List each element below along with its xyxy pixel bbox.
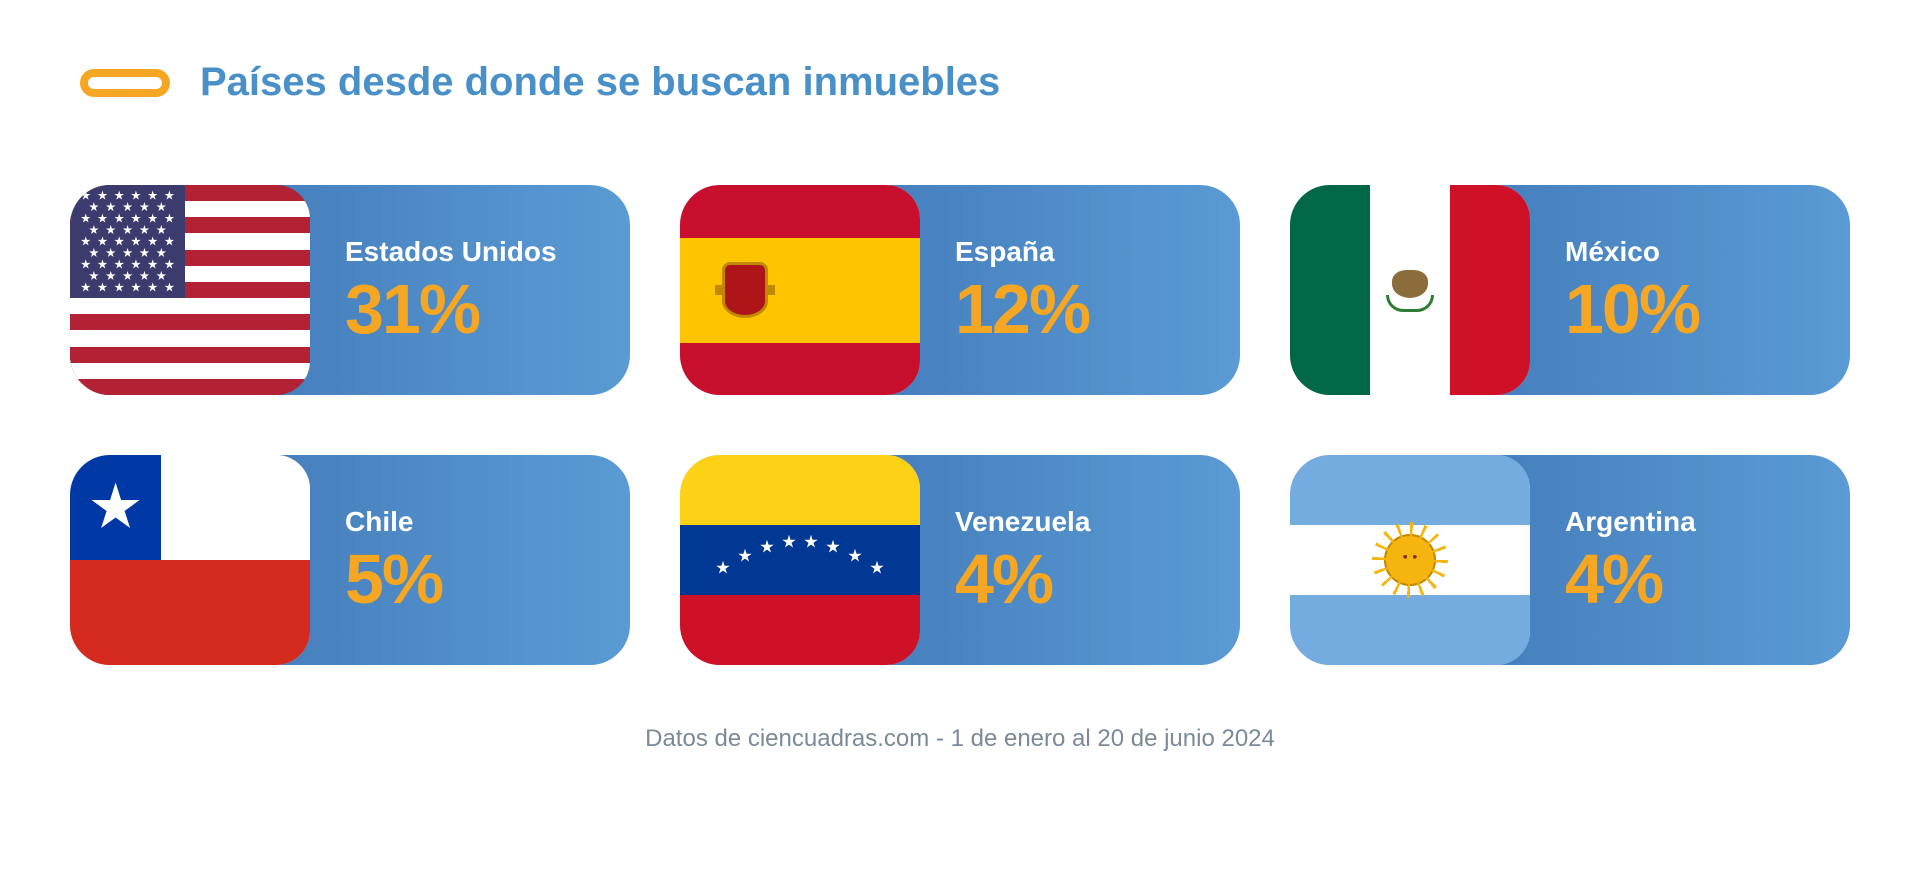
country-card-spain: España 12% [680,185,1240,395]
country-info: México 10% [1530,185,1850,395]
country-name: España [955,236,1240,268]
country-grid: Estados Unidos 31% España 12% México 10% [70,185,1850,665]
country-percent: 4% [1565,544,1850,614]
country-percent: 5% [345,544,630,614]
country-info: Venezuela 4% [920,455,1240,665]
pill-icon [80,69,170,97]
country-card-usa: Estados Unidos 31% [70,185,630,395]
country-name: Estados Unidos [345,236,630,268]
country-info: Chile 5% [310,455,630,665]
country-card-mexico: México 10% [1290,185,1850,395]
header: Países desde donde se buscan inmuebles [80,60,1850,105]
footnote: Datos de ciencuadras.com - 1 de enero al… [70,725,1850,753]
country-card-venezuela: Venezuela 4% [680,455,1240,665]
flag-argentina [1290,455,1530,665]
flag-mexico [1290,185,1530,395]
flag-chile [70,455,310,665]
page-title: Países desde donde se buscan inmuebles [200,60,1000,105]
country-percent: 10% [1565,274,1850,344]
country-name: Venezuela [955,506,1240,538]
flag-usa [70,185,310,395]
country-percent: 31% [345,274,630,344]
country-name: Chile [345,506,630,538]
country-percent: 12% [955,274,1240,344]
country-card-chile: Chile 5% [70,455,630,665]
country-name: México [1565,236,1850,268]
country-info: España 12% [920,185,1240,395]
country-card-argentina: Argentina 4% [1290,455,1850,665]
country-name: Argentina [1565,506,1850,538]
flag-spain [680,185,920,395]
country-info: Estados Unidos 31% [310,185,630,395]
flag-venezuela [680,455,920,665]
country-info: Argentina 4% [1530,455,1850,665]
country-percent: 4% [955,544,1240,614]
